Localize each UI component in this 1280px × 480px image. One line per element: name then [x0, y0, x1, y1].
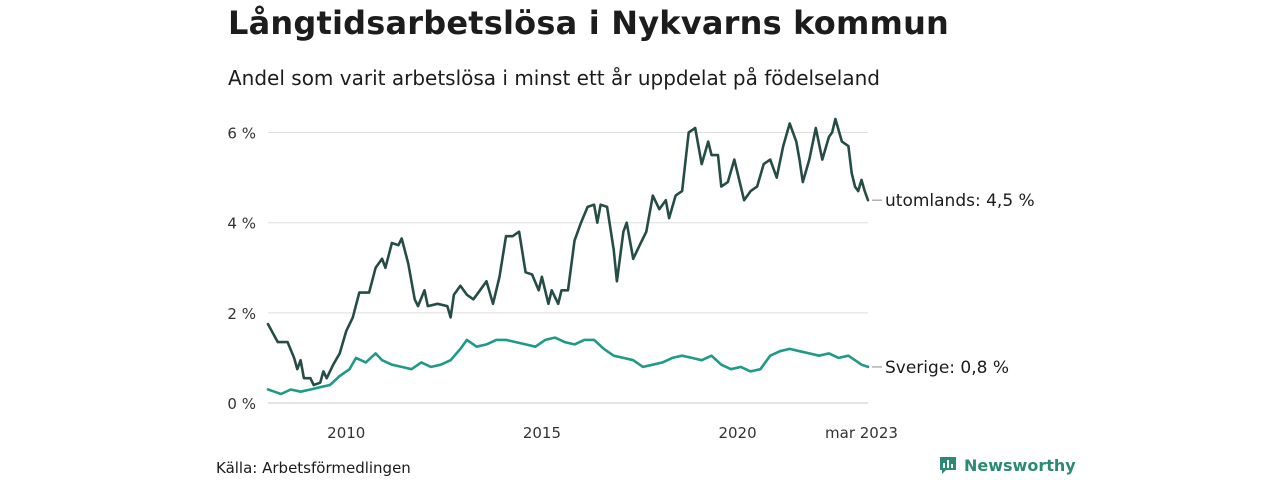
- newsworthy-logo-icon: [940, 457, 956, 474]
- series-line-sverige: [266, 336, 870, 396]
- x-tick-label: 2010: [327, 424, 365, 442]
- end-label-sverige: Sverige: 0,8 %: [885, 358, 1009, 378]
- x-tick-label: mar 2023: [825, 424, 898, 442]
- y-tick-label: 6 %: [227, 125, 256, 143]
- y-tick-label: 4 %: [227, 215, 256, 233]
- series-line-utomlands: [266, 117, 870, 387]
- brand-name: Newsworthy: [964, 455, 1076, 475]
- x-tick-label: 2015: [523, 424, 561, 442]
- y-tick-label: 2 %: [227, 305, 256, 323]
- chart-subtitle: Andel som varit arbetslösa i minst ett å…: [228, 66, 880, 90]
- source-note: Källa: Arbetsförmedlingen: [216, 459, 411, 477]
- x-tick-label: 2020: [718, 424, 756, 442]
- y-axis: 0 % 2 % 4 % 6 %: [227, 125, 256, 413]
- chart-title: Långtidsarbetslösa i Nykvarns kommun: [228, 4, 950, 42]
- grid-lines: [268, 132, 868, 404]
- brand-logo: Newsworthy: [938, 455, 1076, 475]
- series-lines: [266, 117, 870, 396]
- x-axis: 2010 2015 2020 mar 2023: [327, 424, 898, 442]
- series-end-labels: utomlands: 4,5 % Sverige: 0,8 %: [872, 191, 1035, 378]
- y-tick-label: 0 %: [227, 395, 256, 413]
- end-label-utomlands: utomlands: 4,5 %: [885, 191, 1035, 211]
